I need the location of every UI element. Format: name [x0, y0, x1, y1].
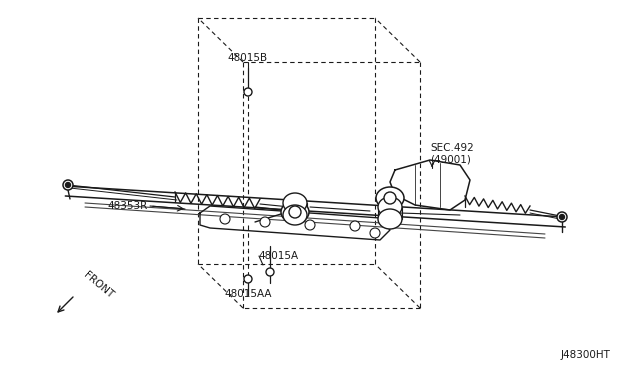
Circle shape [63, 180, 73, 190]
Ellipse shape [378, 197, 402, 217]
Ellipse shape [283, 193, 307, 213]
Circle shape [350, 221, 360, 231]
Circle shape [370, 228, 380, 238]
Circle shape [289, 206, 301, 218]
Text: (49001): (49001) [430, 155, 471, 165]
Ellipse shape [283, 205, 307, 225]
Circle shape [65, 183, 70, 187]
Circle shape [244, 88, 252, 96]
Text: 48015B: 48015B [228, 53, 268, 63]
Text: 48015AA: 48015AA [224, 289, 272, 299]
Text: FRONT: FRONT [82, 270, 115, 300]
Circle shape [244, 275, 252, 283]
Ellipse shape [378, 209, 402, 229]
Circle shape [266, 268, 274, 276]
Text: 48353R: 48353R [108, 201, 148, 211]
Ellipse shape [281, 201, 309, 223]
Text: 48015A: 48015A [258, 251, 298, 261]
Circle shape [305, 220, 315, 230]
Text: J48300HT: J48300HT [560, 350, 610, 360]
Ellipse shape [376, 187, 404, 209]
Text: SEC.492: SEC.492 [430, 143, 474, 153]
Circle shape [220, 214, 230, 224]
Circle shape [557, 212, 567, 222]
Circle shape [384, 192, 396, 204]
Circle shape [260, 217, 270, 227]
Circle shape [559, 215, 564, 219]
